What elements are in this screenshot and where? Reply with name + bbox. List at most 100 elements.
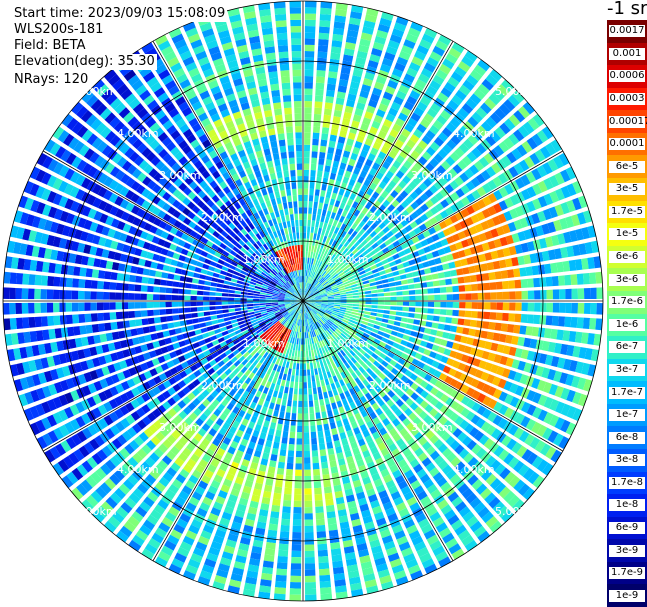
- beta-gate: [340, 299, 347, 301]
- beta-gate: [456, 326, 464, 334]
- beta-gate: [367, 274, 375, 280]
- beta-gate: [282, 392, 288, 400]
- beta-gate: [329, 460, 337, 468]
- beta-gate: [375, 317, 383, 322]
- beta-gate: [364, 138, 374, 147]
- beta-gate: [359, 38, 371, 47]
- beta-gate: [445, 317, 453, 324]
- beta-gate: [381, 318, 389, 324]
- beta-gate: [320, 293, 328, 297]
- beta-gate: [305, 289, 309, 296]
- beta-gate: [130, 265, 138, 274]
- beta-gate: [234, 301, 241, 305]
- beta-gate: [304, 332, 307, 339]
- beta-gate: [565, 166, 577, 180]
- beta-gate: [303, 332, 305, 339]
- beta-gate: [480, 220, 490, 231]
- beta-gate: [315, 182, 321, 190]
- beta-gate: [464, 310, 472, 318]
- beta-gate: [347, 23, 360, 32]
- beta-gate: [35, 260, 44, 272]
- beta-gate: [323, 108, 332, 116]
- beta-gate: [304, 288, 307, 295]
- beta-gate: [276, 423, 283, 431]
- beta-gate: [304, 126, 311, 133]
- beta-gate: [309, 356, 313, 364]
- beta-gate: [286, 374, 291, 382]
- beta-gate: [42, 329, 50, 341]
- beta-gate: [508, 133, 520, 146]
- beta-gate: [534, 149, 546, 162]
- beta-gate: [229, 285, 236, 290]
- beta-gate: [321, 411, 327, 419]
- beta-gate: [265, 301, 272, 303]
- beta-gate: [358, 304, 366, 308]
- beta-gate: [307, 257, 310, 264]
- beta-gate: [79, 267, 87, 277]
- beta-gate: [411, 271, 419, 277]
- beta-gate: [321, 228, 326, 236]
- beta-gate: [297, 425, 303, 433]
- beta-gate: [3, 287, 10, 299]
- beta-gate: [346, 198, 354, 206]
- beta-gate: [221, 301, 229, 305]
- beta-gate: [78, 290, 85, 300]
- beta-gate: [53, 315, 61, 326]
- beta-gate: [240, 304, 248, 308]
- beta-gate: [390, 330, 398, 337]
- beta-gate: [228, 305, 235, 309]
- beta-gate: [436, 114, 448, 126]
- beta-gate: [320, 292, 327, 296]
- beta-gate: [433, 287, 441, 294]
- beta-gate: [461, 55, 474, 68]
- beta-gate: [309, 285, 314, 291]
- beta-gate: [212, 324, 220, 330]
- beta-gate: [305, 251, 308, 258]
- beta-gate: [475, 143, 487, 155]
- beta-gate: [425, 129, 436, 140]
- beta-gate: [316, 361, 321, 369]
- beta-gate: [312, 462, 320, 470]
- beta-gate: [307, 369, 311, 376]
- beta-gate: [317, 164, 324, 172]
- beta-gate: [357, 236, 365, 244]
- beta-gate: [354, 195, 362, 204]
- beta-gate: [520, 279, 528, 289]
- beta-gate: [470, 214, 480, 224]
- beta-gate: [310, 278, 315, 285]
- beta-gate: [423, 178, 433, 188]
- beta-gate: [360, 123, 369, 132]
- beta-gate: [402, 175, 411, 185]
- beta-gate: [73, 266, 81, 276]
- beta-gate: [443, 324, 451, 332]
- beta-gate: [215, 297, 222, 301]
- beta-gate: [415, 79, 427, 90]
- beta-gate: [235, 311, 242, 315]
- beta-gate: [364, 111, 374, 120]
- beta-gate: [348, 264, 356, 271]
- beta-gate: [348, 17, 361, 26]
- beta-gate: [433, 223, 442, 232]
- beta-gate: [354, 62, 365, 72]
- beta-gate: [277, 461, 285, 469]
- beta-gate: [349, 245, 356, 253]
- beta-gate: [330, 466, 339, 474]
- beta-gate: [392, 253, 400, 260]
- beta-gate: [419, 193, 429, 202]
- beta-gate: [482, 183, 492, 194]
- beta-gate: [203, 291, 210, 296]
- beta-gate: [533, 277, 541, 288]
- beta-gate: [303, 344, 306, 351]
- beta-gate: [312, 207, 318, 215]
- beta-gate: [371, 191, 380, 200]
- beta-gate: [282, 430, 289, 438]
- beta-gate: [304, 463, 311, 470]
- beta-gate: [375, 186, 384, 195]
- beta-gate: [259, 296, 266, 299]
- beta-gate: [330, 254, 336, 261]
- beta-gate: [334, 103, 344, 112]
- beta-gate: [330, 128, 339, 136]
- beta-gate: [515, 291, 522, 300]
- beta-gate: [140, 302, 147, 309]
- beta-gate: [111, 262, 120, 271]
